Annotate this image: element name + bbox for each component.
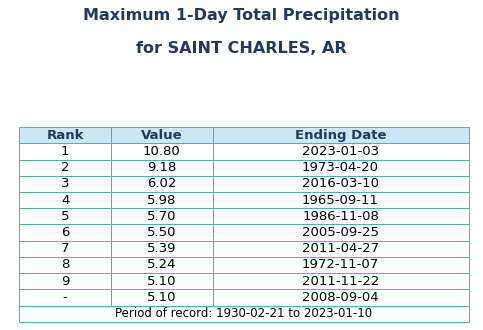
Text: 2011-11-22: 2011-11-22 — [302, 275, 379, 288]
Text: 4: 4 — [61, 194, 70, 207]
Text: 5.10: 5.10 — [147, 291, 177, 304]
Bar — [213, 208, 469, 224]
Text: 1972-11-07: 1972-11-07 — [302, 258, 379, 272]
Text: 9: 9 — [61, 275, 70, 288]
Text: Rank: Rank — [46, 129, 84, 142]
Bar — [213, 273, 469, 289]
Bar — [19, 273, 111, 289]
Bar — [213, 257, 469, 273]
Bar — [111, 224, 213, 241]
Bar — [111, 257, 213, 273]
Text: 5.10: 5.10 — [147, 275, 177, 288]
Text: 8: 8 — [61, 258, 70, 272]
Bar — [111, 241, 213, 257]
Text: 5.39: 5.39 — [147, 242, 177, 255]
Bar — [19, 176, 111, 192]
Text: 2008-09-04: 2008-09-04 — [302, 291, 379, 304]
Bar — [213, 176, 469, 192]
Text: 1: 1 — [61, 145, 70, 158]
Text: 5.50: 5.50 — [147, 226, 177, 239]
Text: Maximum 1-Day Total Precipitation: Maximum 1-Day Total Precipitation — [83, 8, 400, 23]
Text: 2005-09-25: 2005-09-25 — [302, 226, 379, 239]
Bar — [19, 208, 111, 224]
Text: 1986-11-08: 1986-11-08 — [302, 210, 379, 223]
Text: 5.98: 5.98 — [147, 194, 176, 207]
Text: 9.18: 9.18 — [147, 161, 176, 174]
Text: 1973-04-20: 1973-04-20 — [302, 161, 379, 174]
Bar — [111, 176, 213, 192]
Bar — [19, 143, 111, 159]
Text: Ending Date: Ending Date — [295, 129, 386, 142]
Bar — [19, 241, 111, 257]
Bar — [19, 192, 111, 208]
Text: 2016-03-10: 2016-03-10 — [302, 177, 379, 190]
Text: 7: 7 — [61, 242, 70, 255]
Bar — [19, 306, 469, 322]
Text: 2011-04-27: 2011-04-27 — [302, 242, 379, 255]
Bar — [111, 143, 213, 159]
Text: Period of record: 1930-02-21 to 2023-01-10: Period of record: 1930-02-21 to 2023-01-… — [115, 307, 372, 320]
Bar — [213, 127, 469, 143]
Bar — [19, 127, 111, 143]
Bar — [111, 289, 213, 306]
Bar — [19, 289, 111, 306]
Bar — [111, 208, 213, 224]
Text: 5.24: 5.24 — [147, 258, 177, 272]
Bar — [213, 224, 469, 241]
Bar — [111, 127, 213, 143]
Text: 5.70: 5.70 — [147, 210, 177, 223]
Bar — [19, 159, 111, 176]
Text: 5: 5 — [61, 210, 70, 223]
Bar — [213, 241, 469, 257]
Bar — [19, 257, 111, 273]
Bar — [111, 273, 213, 289]
Bar — [111, 192, 213, 208]
Text: 1965-09-11: 1965-09-11 — [302, 194, 379, 207]
Bar — [213, 159, 469, 176]
Bar — [213, 192, 469, 208]
Text: for SAINT CHARLES, AR: for SAINT CHARLES, AR — [136, 41, 347, 56]
Text: 3: 3 — [61, 177, 70, 190]
Text: 10.80: 10.80 — [143, 145, 181, 158]
Bar — [213, 289, 469, 306]
Bar — [19, 224, 111, 241]
Text: 2023-01-03: 2023-01-03 — [302, 145, 379, 158]
Bar — [111, 159, 213, 176]
Text: Value: Value — [141, 129, 183, 142]
Bar — [213, 143, 469, 159]
Text: 6: 6 — [61, 226, 70, 239]
Text: -: - — [63, 291, 68, 304]
Text: 2: 2 — [61, 161, 70, 174]
Text: 6.02: 6.02 — [147, 177, 176, 190]
